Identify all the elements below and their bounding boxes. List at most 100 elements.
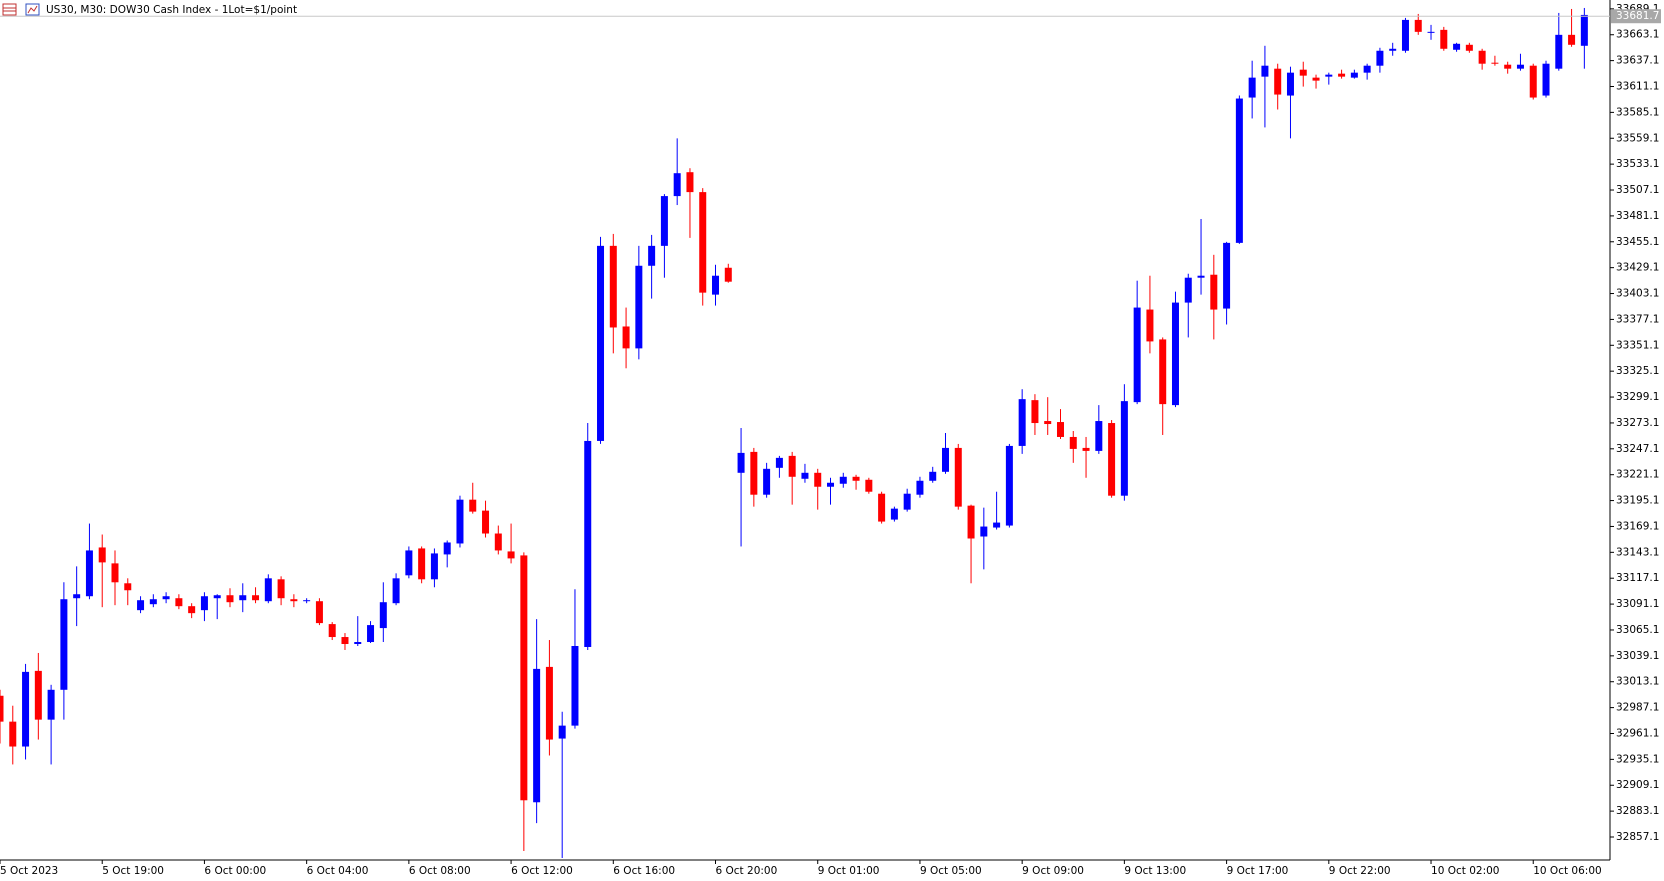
y-tick-label: 32935.1 [1616, 753, 1659, 765]
candle-body [1108, 423, 1116, 496]
candle-body [788, 455, 796, 477]
candle-body [1018, 399, 1026, 446]
candle-body [456, 499, 464, 544]
candle-body [520, 555, 528, 801]
y-tick-label: 33481.1 [1616, 210, 1659, 222]
candle-body [1031, 400, 1039, 424]
x-tick-label: 6 Oct 12:00 [511, 865, 573, 877]
candle-body [482, 510, 490, 534]
candle-body [737, 452, 745, 473]
candle-body [1427, 31, 1435, 33]
candle-body [252, 595, 260, 601]
candle-body [1274, 68, 1282, 95]
candle-body [315, 601, 323, 624]
candle-body [162, 596, 170, 600]
chart-title: US30, M30: DOW30 Cash Index - 1Lot=$1/po… [46, 4, 297, 16]
candle-body [1223, 242, 1231, 309]
candle-body [367, 625, 375, 643]
x-tick-label: 6 Oct 08:00 [409, 865, 471, 877]
x-tick-label: 5 Oct 19:00 [102, 865, 164, 877]
y-tick-label: 33117.1 [1616, 572, 1659, 584]
candle-body [712, 275, 720, 295]
price-box [1611, 9, 1661, 24]
candle-body [1465, 44, 1473, 51]
x-tick-label: 9 Oct 09:00 [1022, 865, 1084, 877]
candle-body [124, 583, 132, 591]
candle-body [1082, 447, 1090, 451]
candle-body [916, 480, 924, 495]
y-tick-label: 33273.1 [1616, 417, 1659, 429]
candle-body [1363, 65, 1371, 73]
candle-body [239, 595, 247, 601]
candle-body [558, 725, 566, 739]
candle-body [1440, 29, 1448, 49]
candle-body [1120, 401, 1128, 496]
y-tick-label: 33585.1 [1616, 106, 1659, 118]
y-tick-label: 33247.1 [1616, 443, 1659, 455]
candle-body [545, 666, 553, 740]
candle-body [175, 598, 183, 607]
candle-body [1095, 421, 1103, 451]
candle-body [852, 476, 860, 481]
y-tick-label: 33065.1 [1616, 624, 1659, 636]
current-price-label: 33681.7 [1616, 10, 1659, 22]
candle-body [814, 472, 822, 487]
candle-body [865, 479, 873, 492]
candle-body [98, 547, 106, 563]
x-tick-label: 9 Oct 13:00 [1124, 865, 1186, 877]
candle-body [839, 476, 847, 484]
x-tick-label: 9 Oct 22:00 [1329, 865, 1391, 877]
header-icons [2, 3, 40, 16]
candle-body [418, 548, 426, 580]
y-tick-label: 33091.1 [1616, 598, 1659, 610]
candle-body [941, 447, 949, 472]
candle-body [673, 173, 681, 197]
candle-body [73, 594, 81, 599]
candle-body [430, 553, 438, 580]
candle-body [763, 468, 771, 495]
candle-body [60, 599, 68, 690]
candle-body [1376, 50, 1384, 66]
candle-body [1286, 72, 1294, 96]
candle-body [584, 440, 592, 647]
candle-body [1478, 50, 1486, 64]
y-tick-label: 33663.1 [1616, 29, 1659, 41]
candle-body [878, 493, 886, 522]
candle-body [264, 578, 272, 602]
y-tick-label: 33455.1 [1616, 236, 1659, 248]
candle-body [188, 606, 196, 614]
candle-body [903, 493, 911, 510]
candle-body [354, 642, 362, 645]
candle-body [1005, 445, 1013, 526]
candle-body [34, 670, 42, 720]
y-tick-label: 33169.1 [1616, 520, 1659, 532]
candle-body [1325, 74, 1333, 77]
y-tick-label: 33611.1 [1616, 80, 1659, 92]
candle-body [1453, 43, 1461, 50]
candle-body [1146, 309, 1154, 342]
candle-body [1069, 436, 1077, 449]
candle-body [648, 245, 656, 266]
candle-body [277, 579, 285, 599]
candle-body [1171, 302, 1179, 406]
candle-body [200, 596, 208, 611]
candle-body [890, 508, 898, 520]
x-tick-label: 10 Oct 02:00 [1431, 865, 1499, 877]
candle-body [1133, 307, 1141, 403]
candle-body [1197, 275, 1205, 278]
y-tick-label: 33195.1 [1616, 495, 1659, 507]
candle-body [507, 551, 515, 559]
candle-body [1580, 14, 1588, 46]
candle-body [980, 526, 988, 537]
x-tick-label: 6 Oct 00:00 [204, 865, 266, 877]
candle-body [1516, 64, 1524, 69]
candle-body [85, 550, 93, 597]
candle-body [1210, 274, 1218, 310]
candle-body [660, 196, 668, 246]
icon-table [2, 3, 17, 16]
candle-body [226, 595, 234, 603]
candle-body [686, 172, 694, 193]
